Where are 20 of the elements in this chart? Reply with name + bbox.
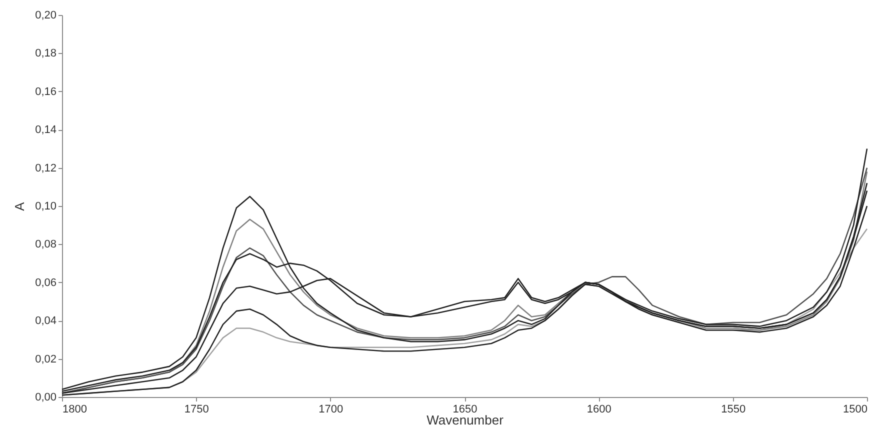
y-tick-label: 0,10 bbox=[35, 200, 56, 212]
y-tick-label: 0,16 bbox=[35, 86, 56, 98]
y-tick-label: 0,02 bbox=[35, 353, 56, 366]
y-tick-label: 0,06 bbox=[35, 276, 56, 289]
x-tick-label: 1650 bbox=[452, 404, 478, 416]
y-tick-label: 0,20 bbox=[35, 10, 56, 22]
x-tick-label: 1700 bbox=[318, 404, 344, 416]
x-tick-label: 1600 bbox=[586, 404, 612, 416]
x-tick-label: 1500 bbox=[843, 404, 868, 416]
x-axis-title: Wavenumber bbox=[426, 412, 504, 428]
x-tick-label: 1550 bbox=[721, 404, 746, 416]
y-tick-label: 0,12 bbox=[35, 162, 56, 174]
y-tick-label: 0,08 bbox=[35, 238, 56, 251]
y-tick-label: 0,00 bbox=[35, 392, 56, 404]
y-tick-label: 0,04 bbox=[35, 315, 56, 328]
x-tick-label: 1800 bbox=[62, 404, 87, 416]
y-tick-label: 0,14 bbox=[35, 124, 56, 136]
x-tick-label: 1750 bbox=[184, 404, 209, 416]
y-axis-title: A bbox=[12, 202, 28, 211]
y-tick-label: 0,18 bbox=[35, 48, 56, 60]
